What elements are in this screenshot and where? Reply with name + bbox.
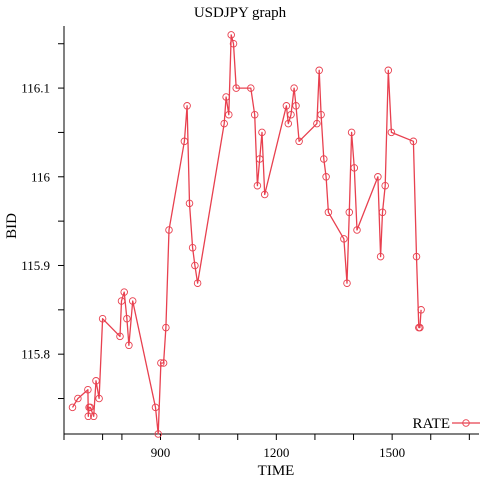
data-point bbox=[98, 314, 107, 323]
data-point bbox=[183, 102, 191, 110]
data-point bbox=[378, 208, 387, 217]
data-point bbox=[260, 190, 269, 199]
data-point bbox=[247, 84, 255, 92]
data-point bbox=[92, 377, 100, 385]
series-line bbox=[71, 34, 422, 435]
data-point bbox=[86, 403, 95, 412]
data-point bbox=[409, 137, 418, 146]
data-point bbox=[315, 66, 323, 75]
data-point bbox=[225, 110, 233, 119]
data-point bbox=[374, 173, 382, 181]
data-point bbox=[222, 93, 230, 101]
data-point bbox=[322, 173, 330, 181]
data-point bbox=[313, 119, 321, 128]
x-tick-label: 1200 bbox=[263, 445, 289, 460]
ticks: 900 1200 1500 115.8 115.9 116 116.1 bbox=[21, 43, 470, 460]
data-point bbox=[117, 297, 126, 305]
x-tick-label: 1500 bbox=[379, 445, 405, 460]
data-point bbox=[185, 199, 194, 208]
data-point bbox=[347, 128, 356, 137]
x-tick-label: 900 bbox=[151, 445, 171, 460]
data-point bbox=[191, 261, 199, 270]
data-point bbox=[255, 155, 264, 163]
y-axis-label: BID bbox=[4, 213, 20, 239]
data-point bbox=[295, 137, 303, 146]
series-group bbox=[68, 31, 425, 438]
data-point bbox=[116, 332, 124, 341]
data-point bbox=[193, 279, 202, 287]
data-point bbox=[317, 110, 325, 119]
data-point bbox=[128, 297, 137, 305]
data-point bbox=[376, 252, 385, 261]
axes bbox=[63, 26, 479, 435]
data-point bbox=[324, 208, 333, 217]
data-point bbox=[180, 137, 189, 146]
data-point bbox=[229, 39, 238, 48]
legend-label: RATE bbox=[413, 416, 451, 432]
data-point bbox=[287, 110, 295, 119]
data-point bbox=[220, 119, 228, 128]
data-point bbox=[188, 243, 197, 252]
data-point bbox=[290, 84, 298, 92]
data-point bbox=[68, 403, 77, 412]
data-point bbox=[381, 181, 389, 190]
data-point bbox=[74, 394, 82, 403]
data-point bbox=[387, 128, 396, 137]
data-point bbox=[350, 164, 359, 172]
data-point bbox=[416, 323, 424, 332]
data-point bbox=[125, 341, 133, 350]
data-point bbox=[84, 412, 93, 421]
data-point bbox=[162, 323, 170, 332]
data-point bbox=[345, 208, 354, 217]
legend-marker bbox=[462, 419, 470, 427]
data-point bbox=[95, 394, 103, 403]
data-point bbox=[292, 102, 300, 110]
data-point bbox=[227, 31, 235, 39]
data-point bbox=[284, 119, 293, 128]
data-point bbox=[157, 359, 165, 367]
chart-title: USDJPY graph bbox=[194, 5, 287, 21]
data-point bbox=[384, 66, 393, 75]
data-point bbox=[154, 430, 162, 438]
data-point bbox=[253, 181, 262, 190]
data-point bbox=[282, 102, 291, 110]
data-point bbox=[343, 279, 351, 287]
y-tick-label: 115.9 bbox=[21, 258, 50, 273]
y-tick-label: 115.8 bbox=[21, 347, 50, 362]
x-axis-label: TIME bbox=[258, 463, 295, 479]
y-tick-label: 116 bbox=[31, 169, 51, 184]
data-point bbox=[84, 385, 92, 394]
data-point bbox=[159, 359, 168, 367]
data-point bbox=[120, 288, 128, 296]
y-tick-label: 116.1 bbox=[21, 81, 50, 96]
data-point bbox=[353, 226, 361, 234]
data-point bbox=[250, 110, 259, 119]
data-point bbox=[417, 306, 425, 314]
data-point bbox=[151, 403, 160, 412]
data-point bbox=[232, 84, 240, 92]
legend: RATE bbox=[413, 416, 480, 432]
data-point bbox=[320, 155, 328, 163]
data-point bbox=[258, 128, 266, 137]
data-point bbox=[340, 235, 348, 243]
data-point bbox=[165, 226, 173, 234]
data-point bbox=[123, 314, 131, 323]
data-point bbox=[89, 412, 98, 421]
data-point bbox=[412, 252, 421, 261]
